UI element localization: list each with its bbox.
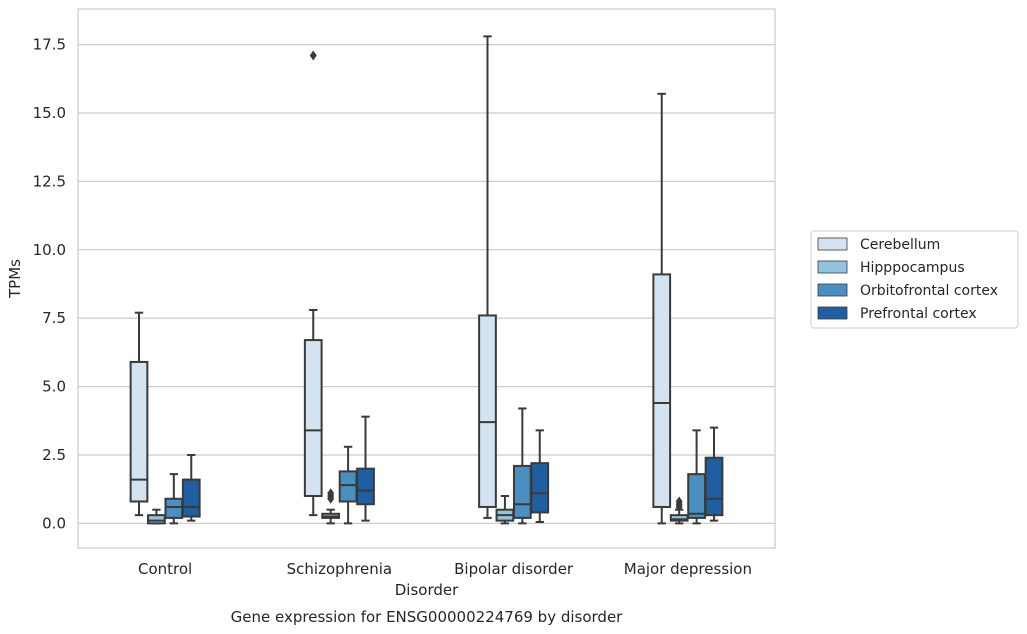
- box-prefrontal-cortex-major-depression: [704, 426, 724, 522]
- legend-swatch: [817, 260, 848, 274]
- chart-title: Gene expression for ENSG00000224769 by d…: [231, 608, 624, 626]
- box-cerebellum-bipolar-disorder: [478, 35, 497, 519]
- y-tick-label: 7.5: [42, 309, 66, 327]
- legend-label: Cerebellum: [860, 237, 940, 253]
- x-axis-ticks: Control Schizophrenia Bipolar disorder Majo…: [138, 560, 752, 578]
- box-hipppocampus-bipolar-disorder: [495, 495, 515, 525]
- x-tick-label: Major depression: [624, 560, 752, 578]
- y-tick-label: 0.0: [42, 514, 66, 532]
- box-body: [704, 456, 724, 517]
- y-tick-label: 5.0: [42, 378, 66, 396]
- box-prefrontal-cortex-schizophrenia: [356, 415, 375, 522]
- box-body: [356, 467, 375, 506]
- legend-item: Prefrontal cortex: [817, 306, 977, 322]
- box-cerebellum-major-depression: [652, 92, 672, 525]
- legend-swatch: [817, 237, 848, 251]
- outlier-marker: [327, 488, 335, 499]
- legend-label: Hipppocampus: [860, 260, 965, 276]
- legend-swatch: [817, 306, 848, 320]
- legend-item: Cerebellum: [817, 237, 940, 253]
- box-orbitofrontal-cortex-major-depression: [687, 429, 706, 525]
- legend-frame: [810, 230, 1019, 329]
- y-tick-label: 2.5: [42, 446, 66, 464]
- legend-item: Hipppocampus: [817, 260, 965, 276]
- box-body: [530, 462, 550, 514]
- outlier-marker: [675, 496, 683, 507]
- box-body: [147, 514, 166, 525]
- box-body: [129, 360, 149, 503]
- y-axis-label: TPMs: [6, 259, 24, 299]
- box-orbitofrontal-cortex-control: [164, 473, 184, 525]
- box-orbitofrontal-cortex-schizophrenia: [338, 445, 358, 525]
- legend-label: Orbitofrontal cortex: [860, 283, 998, 299]
- box-hipppocampus-major-depression: [669, 496, 689, 525]
- y-tick-label: 10.0: [33, 241, 66, 259]
- legend-swatch: [817, 283, 848, 297]
- legend-label: Prefrontal cortex: [860, 306, 977, 322]
- x-axis-label: Disorder: [395, 581, 459, 599]
- plot-area-frame: [77, 8, 776, 549]
- x-tick-label: Control: [138, 560, 192, 578]
- box-body: [652, 273, 672, 508]
- box-prefrontal-cortex-control: [181, 453, 201, 522]
- boxes: [129, 35, 724, 525]
- box-cerebellum-schizophrenia: [303, 50, 323, 517]
- y-tick-label: 12.5: [33, 172, 66, 190]
- y-tick-label: 15.0: [33, 104, 66, 122]
- legend-item: Orbitofrontal cortex: [817, 283, 998, 299]
- x-tick-label: Bipolar disorder: [454, 560, 574, 578]
- y-axis-ticks: 0.0 2.5 5.0 7.5 10.0 12.5 15.0 17.5: [33, 36, 66, 533]
- outlier-marker: [309, 50, 317, 61]
- box-body: [164, 497, 184, 519]
- box-body: [512, 464, 532, 519]
- box-hipppocampus-schizophrenia: [321, 488, 341, 525]
- box-hipppocampus-control: [147, 508, 166, 525]
- box-body: [478, 314, 497, 508]
- x-tick-label: Schizophrenia: [287, 560, 392, 578]
- box-body: [338, 470, 358, 503]
- box-orbitofrontal-cortex-bipolar-disorder: [512, 407, 532, 525]
- legend: Cerebellum Hipppocampus Orbitofrontal cort…: [810, 230, 1019, 329]
- box-body: [303, 339, 323, 498]
- box-body: [181, 478, 201, 518]
- box-body: [687, 473, 706, 519]
- box-prefrontal-cortex-bipolar-disorder: [530, 429, 550, 524]
- box-cerebellum-control: [129, 311, 149, 517]
- y-tick-label: 17.5: [33, 36, 66, 54]
